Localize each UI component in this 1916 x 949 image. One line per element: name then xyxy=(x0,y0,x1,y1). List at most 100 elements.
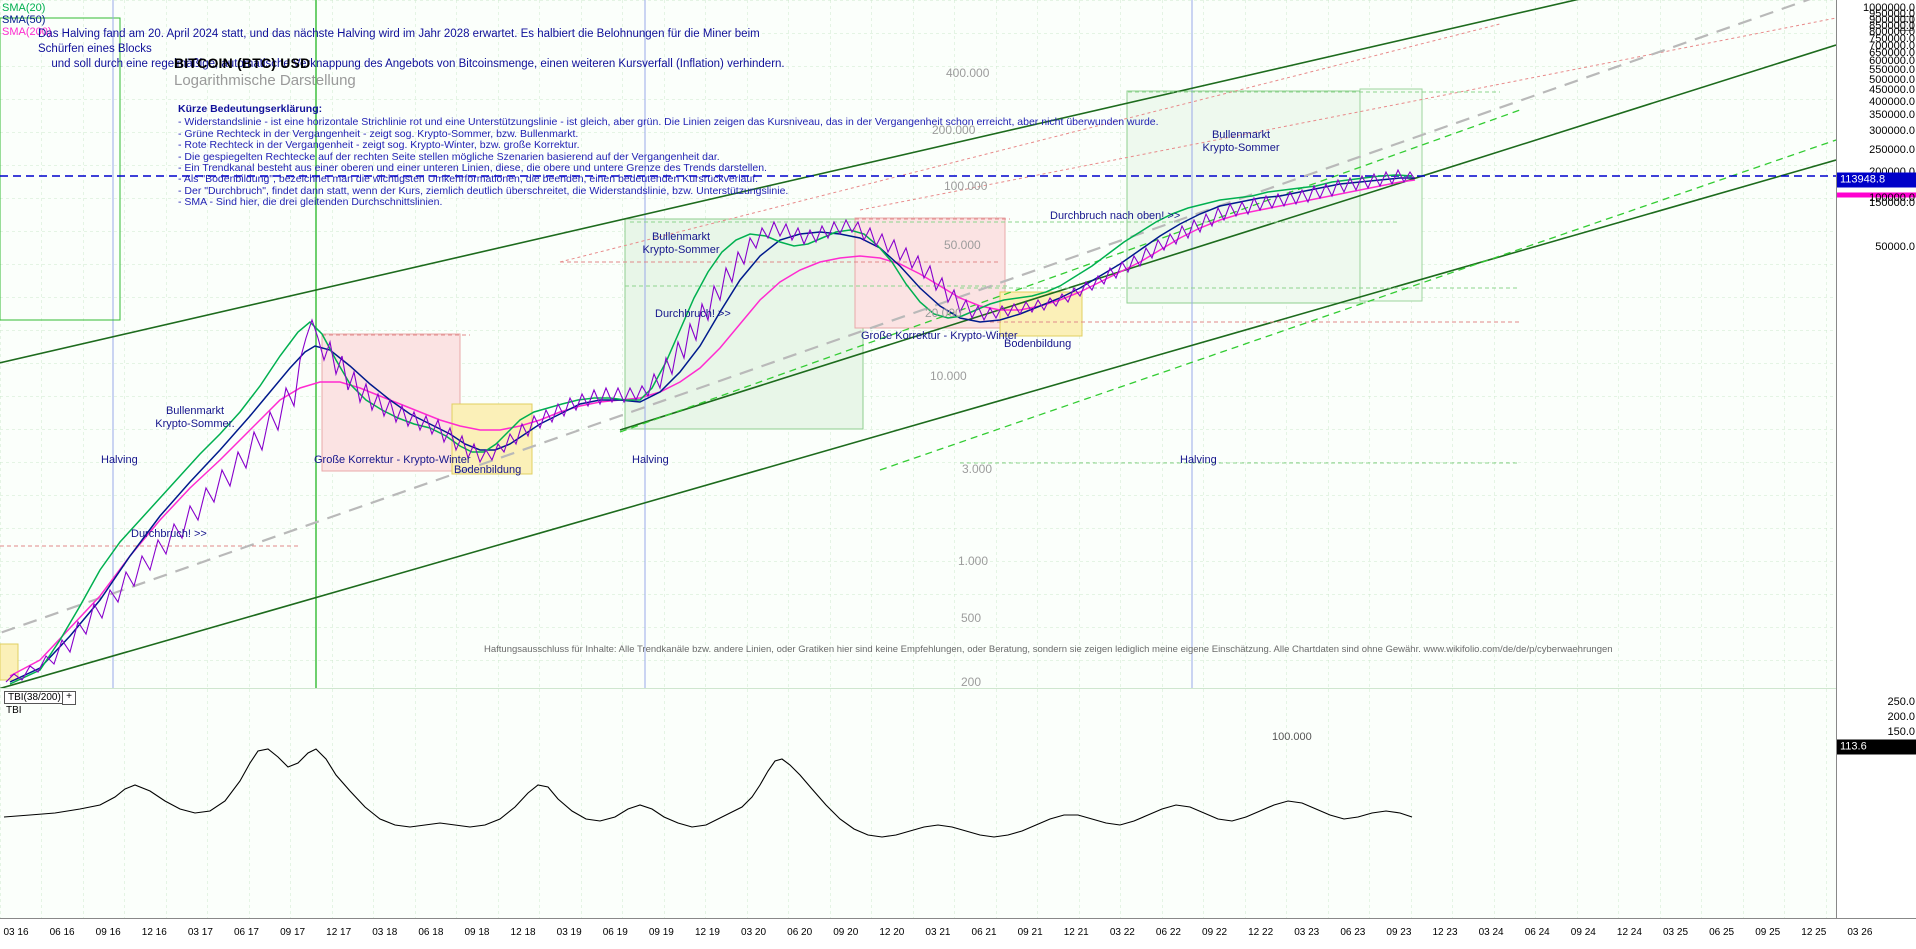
trend-channel-dashed xyxy=(619,109,1836,471)
explanation-line-0: - Widerstandslinie - ist eine horizontal… xyxy=(178,116,1159,129)
time-tick-09-18: 09 18 xyxy=(464,927,490,938)
time-tick-06-19: 06 19 xyxy=(602,927,628,938)
time-tick-12-25: 12 25 xyxy=(1801,927,1827,938)
time-tick-09-24: 09 24 xyxy=(1570,927,1596,938)
time-tick-03-20: 03 20 xyxy=(741,927,767,938)
annotation-bullenmarkt-2: Bullenmarkt Krypto-Sommer xyxy=(642,231,720,256)
time-tick-09-25: 09 25 xyxy=(1755,927,1781,938)
price-tick-650000: 650000.0 xyxy=(1869,47,1915,59)
price-tick-500000: 500000.0 xyxy=(1869,74,1915,86)
page-title: BITCOIN (BTC) USD xyxy=(174,55,311,71)
time-tick-12-21: 12 21 xyxy=(1063,927,1089,938)
region-bodenbildung-0 xyxy=(0,643,19,681)
annotation-grosse-korrektur-2: Große Korrektur - Krypto-Winter xyxy=(861,330,1018,342)
price-tick-600000: 600000.0 xyxy=(1869,55,1915,67)
time-tick-09-20: 09 20 xyxy=(833,927,859,938)
price-level-20000: 20.000 xyxy=(925,306,962,320)
sma50-line xyxy=(9,177,1415,683)
price-level-400000: 400.000 xyxy=(946,66,990,80)
indicator-title[interactable]: TBI(38/200) xyxy=(4,691,65,704)
annotation-durchbruch-1: Durchbruch! >> xyxy=(131,528,207,540)
time-tick-03-16: 03 16 xyxy=(3,927,29,938)
explanation-line-5: - Als "Bodenbildung", bezeichnet man die… xyxy=(178,173,759,186)
time-tick-06-18: 06 18 xyxy=(418,927,444,938)
price-tick-1000000: 1000000.0 xyxy=(1863,2,1915,14)
time-tick-06-20: 06 20 xyxy=(787,927,813,938)
price-tick-50000: 50000.0 xyxy=(1875,241,1915,253)
price-tick-450000: 450000.0 xyxy=(1869,84,1915,96)
current-price-badge: 113948.8 xyxy=(1837,172,1916,188)
time-tick-12-16: 12 16 xyxy=(141,927,167,938)
price-tick-550000: 550000.0 xyxy=(1869,64,1915,76)
time-tick-12-18: 12 18 xyxy=(510,927,536,938)
time-tick-03-23: 03 23 xyxy=(1294,927,1320,938)
explanation-line-4: - Ein Trendkanal besteht aus einer obere… xyxy=(178,162,767,175)
time-tick-03-17: 03 17 xyxy=(187,927,213,938)
explanation-line-1: - Grüne Rechteck in der Vergangenheit - … xyxy=(178,127,579,140)
annotation-bodenbildung-2: Bodenbildung xyxy=(1004,338,1072,350)
annotation-durchbruch-nach-oben: Durchbruch nach oben! >> xyxy=(1050,210,1181,222)
halving-note-line2: und soll durch eine regelmäßige, automat… xyxy=(51,58,785,70)
indicator-axis[interactable]: 250.0 200.0 150.0 113.6 100.0 xyxy=(1836,688,1916,918)
time-tick-09-21: 09 21 xyxy=(1017,927,1043,938)
price-chart-svg xyxy=(0,0,1836,688)
time-axis[interactable]: 03 16 06 16 09 16 12 16 03 17 06 17 09 17 12 17… xyxy=(0,918,1916,949)
legend-sma20[interactable]: SMA(20) xyxy=(2,2,46,14)
price-tick-700000: 700000.0 xyxy=(1869,40,1915,52)
price-level-500: 500 xyxy=(961,611,982,625)
price-tick-100000: 100000.0 xyxy=(1869,192,1915,204)
price-tick-850000: 850000.0 xyxy=(1869,20,1915,32)
price-level-100000: 100.000 xyxy=(944,179,988,193)
indicator-tick-250: 250.0 xyxy=(1887,696,1915,708)
time-tick-12-24: 12 24 xyxy=(1616,927,1642,938)
tbi-indicator-panel[interactable]: TBI(38/200) + TBI 100.000 xyxy=(0,688,1836,919)
price-tick-750000: 750000.0 xyxy=(1869,33,1915,45)
sma200-line xyxy=(9,179,1416,677)
indicator-expand-icon[interactable]: + xyxy=(62,691,76,705)
time-tick-03-21: 03 21 xyxy=(925,927,951,938)
time-tick-03-25: 03 25 xyxy=(1662,927,1689,938)
time-tick-06-16: 06 16 xyxy=(49,927,75,938)
annotation-bullenmarkt-1: Bullenmarkt Krypto-Sommer. xyxy=(155,405,235,430)
annotation-grosse-korrektur-1: Große Korrektur - Krypto-Winter xyxy=(314,454,471,466)
explanation-block: Kürze Bedeutungserklärung: - Widerstands… xyxy=(178,103,1159,209)
indicator-tick-200: 200.0 xyxy=(1887,711,1915,723)
time-tick-09-19: 09 19 xyxy=(648,927,674,938)
indicator-tick-150: 150.0 xyxy=(1887,726,1915,738)
legend-sma200[interactable]: SMA(200) xyxy=(2,26,52,38)
time-tick-06-24: 06 24 xyxy=(1524,927,1550,938)
trend-channel xyxy=(0,0,1836,688)
explanation-line-3: - Die gespiegelten Rechtecke auf der rec… xyxy=(178,150,720,163)
axis-menu-icon[interactable]: − xyxy=(1898,16,1913,31)
annotation-halving-3: Halving xyxy=(1180,454,1217,466)
time-tick-12-23: 12 23 xyxy=(1432,927,1458,938)
price-tick-400000: 400000.0 xyxy=(1869,96,1915,108)
tbi-indicator-svg xyxy=(0,689,1836,919)
annotation-bullenmarkt-3: Bullenmarkt Krypto-Sommer xyxy=(1202,129,1280,154)
price-chart-panel[interactable]: SMA(20) SMA(50) SMA(200) Das Halving fan… xyxy=(0,0,1836,688)
longterm-trendline xyxy=(0,0,1811,635)
halving-note-line1: Das Halving fand am 20. April 2024 statt… xyxy=(38,28,760,55)
disclaimer-text: Haftungsausschluss für Inhalte: Alle Tre… xyxy=(484,644,1613,655)
annotation-halving-1: Halving xyxy=(101,454,138,466)
price-tick-800000: 800000.0 xyxy=(1869,26,1915,38)
time-tick-09-23: 09 23 xyxy=(1386,927,1412,938)
region-krypto-winter-3 xyxy=(1359,88,1423,302)
chart-subtitle: Logarithmische Darstellung xyxy=(174,72,356,89)
price-tick-300000: 300000.0 xyxy=(1869,125,1915,137)
annotation-halving-2: Halving xyxy=(632,454,669,466)
price-tick-950000: 950000.0 xyxy=(1869,8,1915,20)
price-axis[interactable]: − 1000000.0 950000.0 900000.0 850000.0 8… xyxy=(1836,0,1916,688)
price-level-200000: 200.000 xyxy=(932,123,976,137)
tbi-line xyxy=(3,748,1413,838)
time-tick-12-17: 12 17 xyxy=(326,927,352,938)
indicator-subtitle: TBI xyxy=(6,705,22,716)
time-tick-03-24: 03 24 xyxy=(1478,927,1504,938)
legend-sma50[interactable]: SMA(50) xyxy=(2,14,46,26)
price-level-50000: 50.000 xyxy=(944,238,981,252)
time-tick-03-22: 03 22 xyxy=(1109,927,1135,938)
price-level-1000: 1.000 xyxy=(958,554,989,568)
explanation-line-7: - SMA - Sind hier, die drei gleitenden D… xyxy=(178,196,443,209)
indicator-value-label: 100.000 xyxy=(1272,731,1312,743)
time-tick-09-17: 09 17 xyxy=(280,927,306,938)
